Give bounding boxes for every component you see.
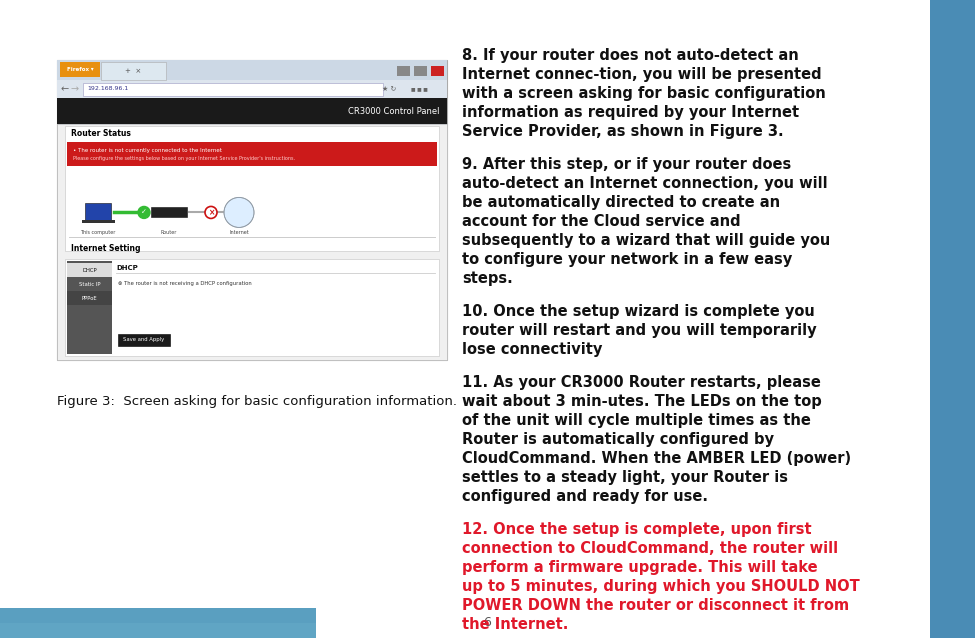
Text: 8. If your router does not auto-detect an: 8. If your router does not auto-detect a… [462, 48, 799, 63]
Text: Save and Apply: Save and Apply [124, 338, 165, 343]
Text: CR3000 Control Panel: CR3000 Control Panel [347, 107, 439, 115]
Text: DHCP: DHCP [116, 265, 137, 271]
Text: router will restart and you will temporarily: router will restart and you will tempora… [462, 323, 817, 338]
Circle shape [205, 207, 217, 218]
Text: Internet connec-tion, you will be presented: Internet connec-tion, you will be presen… [462, 67, 822, 82]
Bar [414, 66, 427, 76]
Bar [67, 262, 112, 354]
Text: with a screen asking for basic configuration: with a screen asking for basic configura… [462, 86, 826, 101]
Text: Internet Setting: Internet Setting [71, 244, 140, 253]
Text: ✓: ✓ [141, 209, 147, 216]
Text: be automatically directed to create an: be automatically directed to create an [462, 195, 780, 210]
Text: the Internet.: the Internet. [462, 617, 568, 632]
Text: 12. Once the setup is complete, upon first: 12. Once the setup is complete, upon fir… [462, 522, 811, 537]
Text: Router: Router [161, 230, 177, 235]
Bar [65, 260, 439, 356]
Text: Please configure the settings below based on your Internet Service Provider's in: Please configure the settings below base… [73, 156, 295, 161]
Bar [57, 98, 447, 124]
Text: auto-detect an Internet connection, you will: auto-detect an Internet connection, you … [462, 176, 828, 191]
Bar [397, 66, 410, 76]
Text: ←: ← [60, 84, 69, 94]
Text: 6: 6 [483, 616, 491, 630]
Bar [67, 142, 437, 167]
Text: steps.: steps. [462, 271, 513, 286]
Bar [67, 292, 112, 306]
Text: lose connectivity: lose connectivity [462, 342, 603, 357]
Bar [57, 60, 447, 80]
Text: Static IP: Static IP [79, 282, 100, 287]
Text: POWER DOWN the router or disconnect it from: POWER DOWN the router or disconnect it f… [462, 598, 849, 613]
Text: CloudCommand. When the AMBER LED (power): CloudCommand. When the AMBER LED (power) [462, 451, 851, 466]
Text: Internet: Internet [229, 230, 249, 235]
Bar [60, 62, 100, 77]
Circle shape [224, 197, 254, 227]
Bar [930, 0, 975, 638]
Bar [57, 60, 447, 360]
Text: of the unit will cycle multiple times as the: of the unit will cycle multiple times as… [462, 413, 811, 428]
Text: account for the Cloud service and: account for the Cloud service and [462, 214, 741, 229]
Text: This computer: This computer [80, 230, 116, 235]
Bar [57, 124, 447, 360]
Text: perform a firmware upgrade. This will take: perform a firmware upgrade. This will ta… [462, 560, 818, 575]
Text: Firefox ▾: Firefox ▾ [66, 67, 94, 72]
Text: • The router is not currently connected to the Internet: • The router is not currently connected … [73, 149, 222, 153]
Text: ■ ■ ■: ■ ■ ■ [410, 87, 427, 91]
Bar [0, 623, 316, 638]
Text: +  ×: + × [125, 68, 141, 74]
Bar [0, 608, 316, 638]
Bar [431, 66, 444, 76]
Text: Figure 3:  Screen asking for basic configuration information.: Figure 3: Screen asking for basic config… [57, 395, 457, 408]
Circle shape [138, 207, 150, 218]
Text: to configure your network in a few easy: to configure your network in a few easy [462, 252, 793, 267]
Text: PPPoE: PPPoE [82, 296, 98, 301]
Text: subsequently to a wizard that will guide you: subsequently to a wizard that will guide… [462, 233, 831, 248]
Text: settles to a steady light, your Router is: settles to a steady light, your Router i… [462, 470, 788, 485]
Text: configured and ready for use.: configured and ready for use. [462, 489, 708, 504]
Bar [101, 62, 166, 80]
Text: ★ ↻: ★ ↻ [382, 86, 396, 92]
Bar [85, 204, 111, 221]
Text: 10. Once the setup wizard is complete you: 10. Once the setup wizard is complete yo… [462, 304, 815, 319]
Text: Router is automatically configured by: Router is automatically configured by [462, 432, 774, 447]
Text: wait about 3 min-utes. The LEDs on the top: wait about 3 min-utes. The LEDs on the t… [462, 394, 822, 409]
Text: 11. As your CR3000 Router restarts, please: 11. As your CR3000 Router restarts, plea… [462, 375, 821, 390]
Bar [67, 278, 112, 292]
Text: information as required by your Internet: information as required by your Internet [462, 105, 800, 120]
Text: ×: × [208, 208, 214, 217]
Bar [151, 207, 187, 218]
Bar [65, 126, 439, 251]
Text: Service Provider, as shown in Figure 3.: Service Provider, as shown in Figure 3. [462, 124, 784, 139]
Bar [118, 334, 170, 346]
Text: 192.168.96.1: 192.168.96.1 [87, 87, 129, 91]
Bar [57, 80, 447, 98]
Bar [67, 263, 112, 278]
Text: connection to CloudCommand, the router will: connection to CloudCommand, the router w… [462, 541, 838, 556]
Text: Router Status: Router Status [71, 130, 131, 138]
Text: 9. After this step, or if your router does: 9. After this step, or if your router do… [462, 157, 792, 172]
Text: ⊗ The router is not receiving a DHCP configuration: ⊗ The router is not receiving a DHCP con… [118, 281, 252, 286]
Text: DHCP: DHCP [82, 268, 97, 273]
Bar [82, 221, 115, 223]
Bar [83, 83, 383, 96]
Text: →: → [71, 84, 79, 94]
Text: up to 5 minutes, during which you SHOULD NOT: up to 5 minutes, during which you SHOULD… [462, 579, 860, 594]
